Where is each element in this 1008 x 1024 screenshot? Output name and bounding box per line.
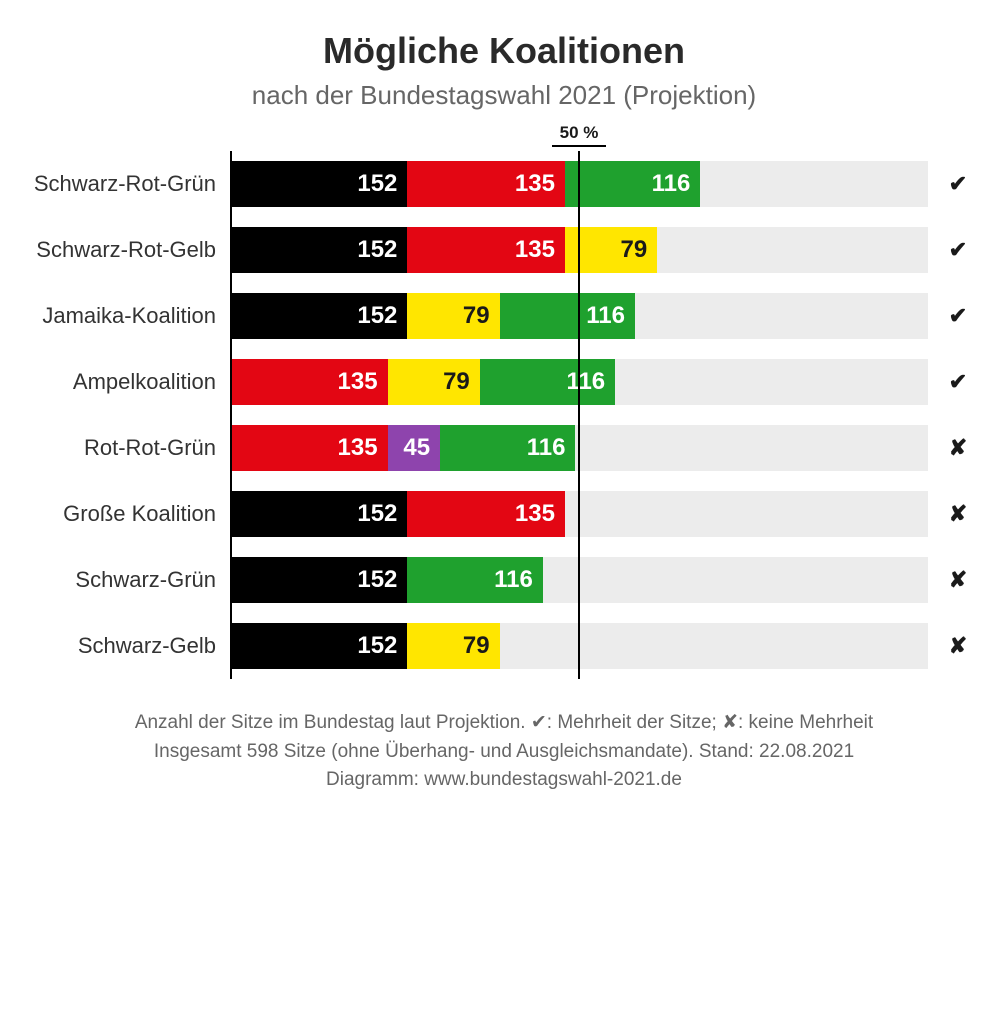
bar-segment-gruen: 116: [565, 161, 700, 207]
majority-no-icon: ✘: [928, 435, 988, 461]
footnote-line: Insgesamt 598 Sitze (ohne Überhang- und …: [20, 738, 988, 767]
coalition-label: Große Koalition: [20, 501, 230, 527]
coalition-label: Schwarz-Gelb: [20, 633, 230, 659]
chart-title: Mögliche Koalitionen: [20, 30, 988, 72]
majority-no-icon: ✘: [928, 501, 988, 527]
majority-yes-icon: ✔: [928, 369, 988, 395]
coalition-row: Schwarz-Gelb15279 ✘: [20, 613, 988, 679]
coalition-row: Schwarz-Rot-Gelb15213579✔: [20, 217, 988, 283]
plot-area: Schwarz-Rot-Grün152135116✔Schwarz-Rot-Ge…: [20, 151, 988, 679]
majority-yes-icon: ✔: [928, 303, 988, 329]
bar-segment-rot: 135: [407, 491, 565, 537]
y-axis-line: [230, 151, 232, 679]
coalition-label: Schwarz-Grün: [20, 567, 230, 593]
bar-segment-rot: 135: [407, 227, 565, 273]
coalition-row: Rot-Rot-Grün13545116 ✘: [20, 415, 988, 481]
coalition-row: Große Koalition152135 ✘: [20, 481, 988, 547]
majority-yes-icon: ✔: [928, 171, 988, 197]
bar-segment-gruen: 116: [440, 425, 575, 471]
coalition-row: Schwarz-Grün152116 ✘: [20, 547, 988, 613]
footnote-line: Anzahl der Sitze im Bundestag laut Proje…: [20, 709, 988, 738]
bar-segment-gruen: 116: [480, 359, 615, 405]
footnote: Anzahl der Sitze im Bundestag laut Proje…: [20, 709, 988, 795]
coalition-label: Schwarz-Rot-Gelb: [20, 237, 230, 263]
bar-segment-schwarz: 152: [230, 557, 407, 603]
threshold-underline: [552, 145, 606, 147]
bar-segment-rot: 135: [230, 359, 388, 405]
coalition-chart: Mögliche Koalitionen nach der Bundestags…: [20, 30, 988, 795]
bar-segment-gelb: 79: [407, 293, 499, 339]
chart-subtitle: nach der Bundestagswahl 2021 (Projektion…: [20, 80, 988, 111]
coalition-label: Schwarz-Rot-Grün: [20, 171, 230, 197]
bar-segment-schwarz: 152: [230, 623, 407, 669]
bar-segment-gruen: 116: [500, 293, 635, 339]
bar-segment-gelb: 79: [388, 359, 480, 405]
bar-segment-schwarz: 152: [230, 161, 407, 207]
bar-segment-schwarz: 152: [230, 227, 407, 273]
threshold-label: 50 %: [560, 123, 599, 143]
majority-no-icon: ✘: [928, 633, 988, 659]
coalition-row: Jamaika-Koalition15279116 ✔: [20, 283, 988, 349]
bar-segment-schwarz: 152: [230, 293, 407, 339]
threshold-line: [578, 151, 580, 679]
bar-segment-schwarz: 152: [230, 491, 407, 537]
rows-container: Schwarz-Rot-Grün152135116✔Schwarz-Rot-Ge…: [20, 151, 988, 679]
bar-segment-rot: 135: [407, 161, 565, 207]
bar-segment-linke: 45: [388, 425, 441, 471]
bar-segment-gruen: 116: [407, 557, 542, 603]
coalition-label: Jamaika-Koalition: [20, 303, 230, 329]
bar-segment-gelb: 79: [407, 623, 499, 669]
coalition-label: Rot-Rot-Grün: [20, 435, 230, 461]
footnote-line: Diagramm: www.bundestagswahl-2021.de: [20, 766, 988, 795]
majority-yes-icon: ✔: [928, 237, 988, 263]
coalition-label: Ampelkoalition: [20, 369, 230, 395]
majority-no-icon: ✘: [928, 567, 988, 593]
bar-segment-rot: 135: [230, 425, 388, 471]
coalition-row: Schwarz-Rot-Grün152135116 ✔: [20, 151, 988, 217]
coalition-row: Ampelkoalition13579116 ✔: [20, 349, 988, 415]
